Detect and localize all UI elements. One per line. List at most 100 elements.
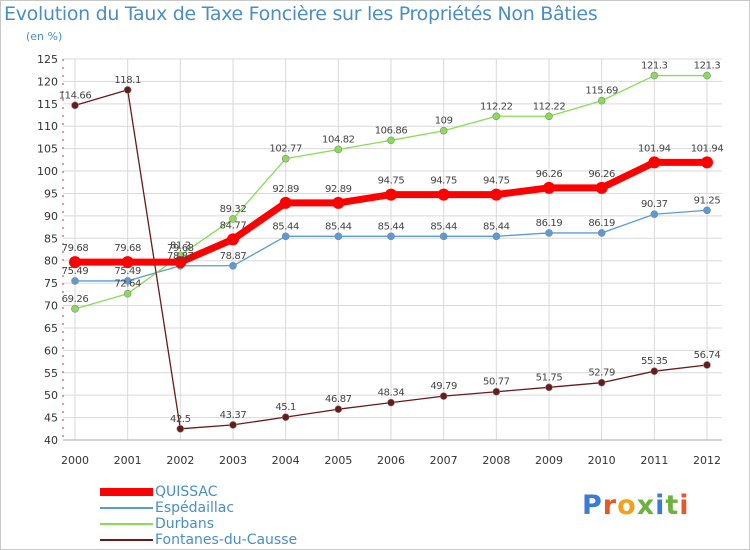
- data-point-espedaillac: [387, 232, 395, 241]
- data-point-espedaillac: [545, 229, 553, 237]
- data-point-durbans: [387, 136, 395, 145]
- data-point-fontanes-du-causse: [229, 421, 237, 429]
- data-point-quissac: [69, 256, 81, 269]
- data-label-durbans: 89.32: [220, 204, 247, 215]
- data-label-espedaillac: 85.44: [483, 221, 510, 232]
- data-point-fontanes-du-causse: [439, 392, 448, 400]
- x-tick-label: 2000: [61, 454, 89, 467]
- logo-letter: P: [582, 490, 603, 521]
- data-label-fontanes-du-causse: 56.74: [694, 350, 721, 361]
- data-label-fontanes-du-causse: 52.79: [588, 368, 615, 379]
- legend-swatch: [100, 488, 153, 496]
- data-label-durbans: 104.82: [322, 134, 355, 145]
- data-point-quissac: [595, 181, 608, 194]
- y-tick-label: 100: [37, 165, 58, 178]
- data-label-espedaillac: 85.44: [272, 221, 299, 232]
- data-point-espedaillac: [334, 232, 343, 241]
- legend-label: QUISSAC: [155, 484, 218, 500]
- data-label-quissac: 79.68: [62, 243, 89, 254]
- legend-item: Espédaillac: [100, 500, 340, 516]
- x-tick-label: 2005: [324, 454, 352, 467]
- data-label-quissac: 94.75: [378, 176, 405, 187]
- data-label-quissac: 94.75: [483, 176, 510, 187]
- x-tick-label: 2008: [482, 454, 510, 467]
- data-point-espedaillac: [71, 277, 79, 285]
- data-label-quissac: 79.68: [167, 243, 194, 254]
- data-label-durbans: 121.3: [694, 61, 721, 72]
- data-point-quissac: [385, 188, 397, 201]
- y-tick-label: 70: [44, 300, 58, 313]
- data-label-fontanes-du-causse: 114.66: [59, 90, 92, 101]
- data-label-espedaillac: 91.25: [694, 195, 721, 206]
- data-point-quissac: [279, 196, 292, 209]
- data-label-quissac: 94.75: [430, 176, 457, 187]
- data-label-quissac: 101.94: [638, 143, 671, 154]
- data-point-fontanes-du-causse: [334, 405, 343, 414]
- legend-label: Espédaillac: [155, 500, 235, 516]
- data-label-quissac: 84.77: [220, 220, 247, 231]
- data-label-durbans: 102.77: [269, 144, 302, 155]
- data-point-durbans: [650, 71, 659, 80]
- y-tick-label: 125: [37, 53, 58, 66]
- data-label-fontanes-du-causse: 45.1: [275, 402, 296, 413]
- y-tick-label: 65: [44, 322, 58, 335]
- y-tick-label: 90: [44, 210, 58, 223]
- data-label-fontanes-du-causse: 55.35: [641, 356, 668, 367]
- y-tick-label: 45: [44, 412, 58, 425]
- data-point-fontanes-du-causse: [387, 398, 395, 407]
- logo-letter: t: [665, 490, 680, 521]
- x-tick-label: 2003: [219, 454, 247, 467]
- data-point-espedaillac: [703, 206, 711, 215]
- data-label-fontanes-du-causse: 49.79: [430, 381, 457, 392]
- data-label-quissac: 92.89: [325, 184, 352, 195]
- data-label-fontanes-du-causse: 42.5: [170, 414, 191, 425]
- x-tick-label: 2007: [430, 454, 458, 467]
- y-tick-label: 80: [44, 255, 58, 268]
- data-label-durbans: 112.22: [480, 101, 513, 112]
- data-label-durbans: 69.26: [62, 294, 89, 305]
- y-tick-label: 110: [37, 120, 58, 133]
- data-label-espedaillac: 86.19: [536, 218, 563, 229]
- x-tick-label: 2006: [377, 454, 405, 467]
- data-point-fontanes-du-causse: [281, 413, 290, 421]
- data-label-fontanes-du-causse: 43.37: [220, 410, 247, 421]
- data-point-durbans: [229, 215, 237, 223]
- y-tick-label: 95: [44, 187, 58, 200]
- y-tick-label: 105: [37, 143, 58, 156]
- data-point-fontanes-du-causse: [492, 387, 501, 396]
- data-label-fontanes-du-causse: 50.77: [483, 377, 510, 388]
- data-point-quissac: [227, 233, 239, 246]
- legend-item: Fontanes-du-Causse: [100, 532, 340, 548]
- logo-letter: r: [602, 490, 618, 521]
- data-label-espedaillac: 90.37: [641, 199, 668, 210]
- data-point-fontanes-du-causse: [71, 101, 79, 110]
- data-label-espedaillac: 78.87: [220, 251, 247, 262]
- logo-letter: x: [636, 490, 656, 521]
- data-label-espedaillac: 86.19: [588, 218, 615, 229]
- data-label-quissac: 101.94: [691, 143, 724, 154]
- logo-letter: i: [655, 490, 666, 521]
- legend-swatch: [100, 539, 153, 541]
- data-point-quissac: [332, 196, 345, 209]
- data-label-quissac: 92.89: [272, 184, 299, 195]
- x-tick-label: 2001: [114, 454, 142, 467]
- data-point-espedaillac: [229, 261, 237, 270]
- data-label-fontanes-du-causse: 118.1: [114, 75, 141, 86]
- data-label-fontanes-du-causse: 48.34: [378, 388, 405, 399]
- logo-letter: i: [679, 490, 690, 521]
- data-point-espedaillac: [281, 232, 290, 241]
- data-label-durbans: 81.2: [170, 240, 191, 251]
- logo-letter: o: [617, 490, 637, 521]
- x-tick-label: 2002: [166, 454, 194, 467]
- y-tick-label: 60: [44, 344, 58, 357]
- data-label-durbans: 109: [435, 116, 453, 127]
- data-label-espedaillac: 85.44: [430, 221, 457, 232]
- data-point-durbans: [703, 71, 711, 80]
- data-point-quissac: [701, 156, 713, 169]
- x-tick-label: 2010: [588, 454, 616, 467]
- data-label-durbans: 72.64: [114, 279, 141, 290]
- data-point-quissac: [490, 188, 503, 201]
- data-point-quissac: [174, 256, 187, 269]
- y-tick-label: 40: [44, 434, 58, 447]
- legend-item: QUISSAC: [100, 484, 340, 500]
